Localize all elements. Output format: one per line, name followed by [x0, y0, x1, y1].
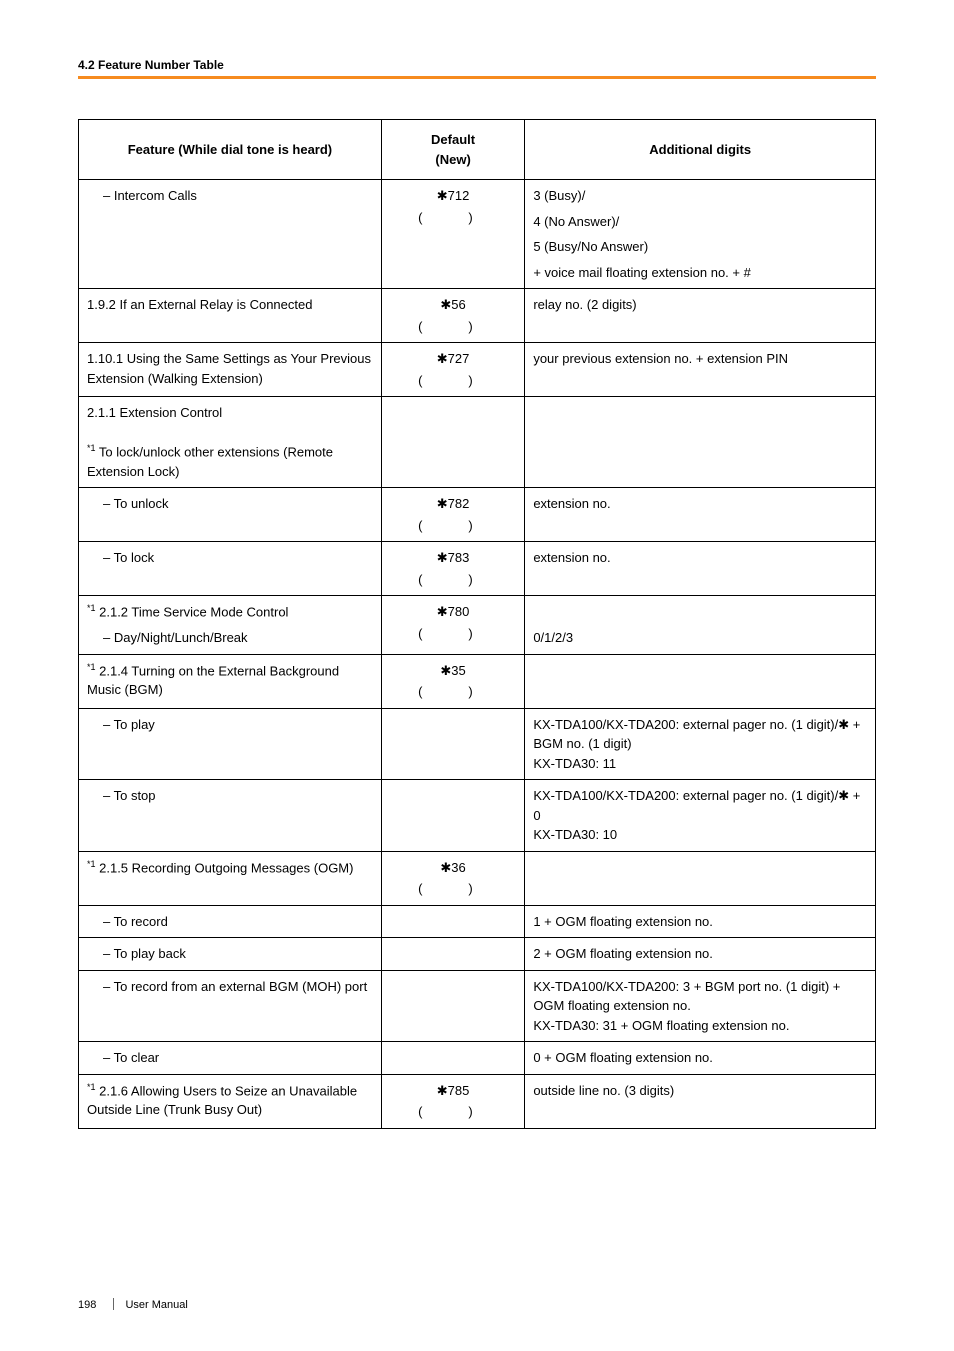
bgm-stop-label: – To stop	[87, 786, 373, 806]
timeservice-code: ✱780	[390, 602, 516, 622]
seize-new: ()	[418, 1102, 488, 1122]
seize-title: 2.1.6 Allowing Users to Seize an Unavail…	[87, 1083, 357, 1118]
extcontrol-title: 2.1.1 Extension Control	[87, 405, 222, 420]
unlock-addl: extension no.	[525, 488, 876, 542]
ogm-moh-addl: KX-TDA100/KX-TDA200: 3 + BGM port no. (1…	[525, 970, 876, 1042]
row-ogm-record: – To record 1 + OGM floating extension n…	[79, 905, 876, 938]
lock-label: – To lock	[87, 548, 373, 568]
ogm-playback-label: – To play back	[87, 944, 373, 964]
row-ogm-clear: – To clear 0 + OGM floating extension no…	[79, 1042, 876, 1075]
row-bgm-play: – To play KX-TDA100/KX-TDA200: external …	[79, 708, 876, 780]
row-walking: 1.10.1 Using the Same Settings as Your P…	[79, 343, 876, 397]
page-footer: 198 User Manual	[78, 1298, 188, 1311]
timeservice-new: ()	[418, 624, 488, 644]
col-feature: Feature (While dial tone is heard)	[79, 120, 382, 180]
ogm-clear-label: – To clear	[87, 1048, 373, 1068]
ogm-sup: *1	[87, 859, 96, 869]
header-rule	[78, 76, 876, 79]
bgm-sup: *1	[87, 662, 96, 672]
ogm-moh-label: – To record from an external BGM (MOH) p…	[87, 977, 373, 997]
unlock-new: ()	[418, 516, 488, 536]
row-seize: *1 2.1.6 Allowing Users to Seize an Unav…	[79, 1074, 876, 1128]
row-intercom: – Intercom Calls ✱712 () 3 (Busy)/ 4 (No…	[79, 180, 876, 289]
col-default: Default (New)	[381, 120, 524, 180]
ogm-new: ()	[418, 879, 488, 899]
table-header-row: Feature (While dial tone is heard) Defau…	[79, 120, 876, 180]
intercom-code: ✱712	[390, 186, 516, 206]
lock-new: ()	[418, 570, 488, 590]
seize-sup: *1	[87, 1082, 96, 1092]
feature-number-table: Feature (While dial tone is heard) Defau…	[78, 119, 876, 1129]
row-timeservice: *1 2.1.2 Time Service Mode Control – Day…	[79, 596, 876, 654]
extcontrol-note: To lock/unlock other extensions (Remote …	[87, 444, 333, 479]
ogm-title: 2.1.5 Recording Outgoing Messages (OGM)	[96, 860, 354, 875]
seize-code: ✱785	[390, 1081, 516, 1101]
timeservice-sup: *1	[87, 603, 96, 613]
row-ogm-playback: – To play back 2 + OGM floating extensio…	[79, 938, 876, 971]
row-relay: 1.9.2 If an External Relay is Connected …	[79, 289, 876, 343]
unlock-code: ✱782	[390, 494, 516, 514]
timeservice-title: 2.1.2 Time Service Mode Control	[96, 605, 289, 620]
walking-code: ✱727	[390, 349, 516, 369]
intercom-addl2: 4 (No Answer)/	[533, 212, 867, 232]
section-heading: 4.2 Feature Number Table	[78, 58, 876, 72]
col-default-l2: (New)	[435, 152, 470, 167]
bgm-play-addl: KX-TDA100/KX-TDA200: external pager no. …	[525, 708, 876, 780]
row-ogm-title: *1 2.1.5 Recording Outgoing Messages (OG…	[79, 851, 876, 905]
walking-new: ()	[418, 371, 488, 391]
relay-code: ✱56	[390, 295, 516, 315]
bgm-stop-addl: KX-TDA100/KX-TDA200: external pager no. …	[525, 780, 876, 852]
ogm-playback-addl: 2 + OGM floating extension no.	[525, 938, 876, 971]
row-bgm-title: *1 2.1.4 Turning on the External Backgro…	[79, 654, 876, 708]
row-extcontrol-title: 2.1.1 Extension Control *1 To lock/unloc…	[79, 397, 876, 488]
ogm-code: ✱36	[390, 858, 516, 878]
row-extcontrol-lock: – To lock ✱783 () extension no.	[79, 542, 876, 596]
extcontrol-sup: *1	[87, 443, 96, 453]
walking-addl: your previous extension no. + extension …	[525, 343, 876, 397]
intercom-feature: – Intercom Calls	[87, 186, 373, 206]
page-number: 198	[78, 1299, 96, 1311]
intercom-addl4: + voice mail floating extension no. + #	[533, 263, 867, 283]
lock-addl: extension no.	[525, 542, 876, 596]
footer-divider	[113, 1298, 114, 1310]
bgm-new: ()	[418, 682, 488, 702]
ogm-record-addl: 1 + OGM floating extension no.	[525, 905, 876, 938]
timeservice-addl: 0/1/2/3	[525, 596, 876, 654]
row-bgm-stop: – To stop KX-TDA100/KX-TDA200: external …	[79, 780, 876, 852]
lock-code: ✱783	[390, 548, 516, 568]
bgm-play-label: – To play	[87, 715, 373, 735]
relay-addl: relay no. (2 digits)	[525, 289, 876, 343]
intercom-addl1: 3 (Busy)/	[533, 186, 867, 206]
row-ogm-moh: – To record from an external BGM (MOH) p…	[79, 970, 876, 1042]
seize-addl: outside line no. (3 digits)	[525, 1074, 876, 1128]
intercom-addl3: 5 (Busy/No Answer)	[533, 237, 867, 257]
col-default-l1: Default	[431, 132, 475, 147]
bgm-code: ✱35	[390, 661, 516, 681]
intercom-new: ()	[418, 208, 488, 228]
relay-feature: 1.9.2 If an External Relay is Connected	[79, 289, 382, 343]
unlock-label: – To unlock	[87, 494, 373, 514]
row-extcontrol-unlock: – To unlock ✱782 () extension no.	[79, 488, 876, 542]
footer-label: User Manual	[125, 1299, 187, 1311]
bgm-title: 2.1.4 Turning on the External Background…	[87, 663, 339, 698]
relay-new: ()	[418, 317, 488, 337]
ogm-clear-addl: 0 + OGM floating extension no.	[525, 1042, 876, 1075]
ogm-record-label: – To record	[87, 912, 373, 932]
col-additional: Additional digits	[525, 120, 876, 180]
timeservice-sub: – Day/Night/Lunch/Break	[87, 628, 373, 648]
walking-feature: 1.10.1 Using the Same Settings as Your P…	[79, 343, 382, 397]
